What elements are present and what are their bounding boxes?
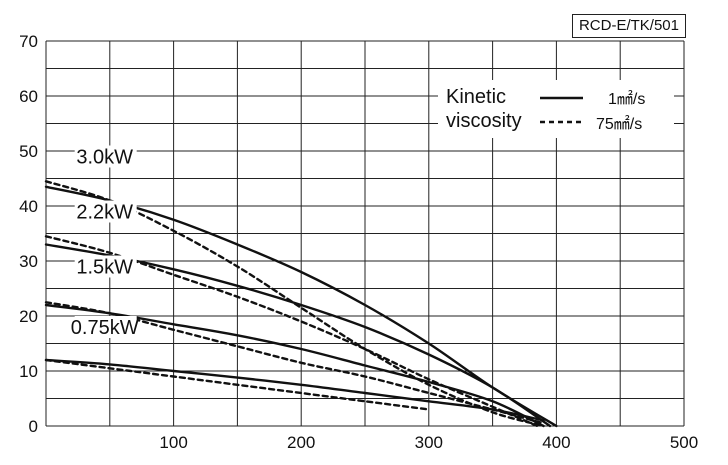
y-tick-labels: 0 10 20 30 40 50 60 70 (19, 32, 38, 436)
power-label-background (74, 200, 137, 223)
x-tick-label: 200 (287, 433, 315, 452)
y-tick-label: 50 (19, 142, 38, 161)
x-tick-label: 500 (670, 433, 698, 452)
y-tick-label: 60 (19, 87, 38, 106)
y-tick-label: 40 (19, 197, 38, 216)
series-line-0-75kw-dashed (44, 358, 430, 411)
power-label: 1.5kW (76, 257, 133, 279)
power-label: 3.0kW (76, 147, 133, 169)
power-labels: 3.0kW 2.2kW 1.5kW 0.75kW (71, 145, 139, 339)
power-label: 2.2kW (76, 202, 133, 224)
y-tick-label: 70 (19, 32, 38, 51)
power-label-background (74, 316, 137, 338)
y-tick-label: 20 (19, 307, 38, 326)
series-line-0-75kw-solid (44, 358, 545, 422)
y-tick-label: 30 (19, 252, 38, 271)
legend-background (438, 80, 674, 138)
x-tick-label: 100 (159, 433, 187, 452)
chart-title: RCD-E/TK/501 (571, 14, 686, 38)
x-tick-labels: 100 200 300 400 500 (159, 433, 698, 452)
legend-solid-label: 1㎟/s (608, 90, 645, 108)
x-tick-label: 400 (542, 433, 570, 452)
power-label-background (74, 255, 137, 278)
power-label-background (74, 145, 137, 168)
power-label: 0.75kW (71, 317, 139, 339)
x-tick-label: 300 (415, 433, 443, 452)
legend: Kinetic viscosity 1㎟/s 75㎟/s (438, 80, 674, 138)
legend-dashed-label: 75㎟/s (596, 115, 642, 133)
y-tick-label: 10 (19, 362, 38, 381)
y-tick-label: 0 (29, 417, 38, 436)
legend-title-line1: Kinetic (446, 86, 506, 108)
legend-title-line2: viscosity (446, 110, 522, 132)
